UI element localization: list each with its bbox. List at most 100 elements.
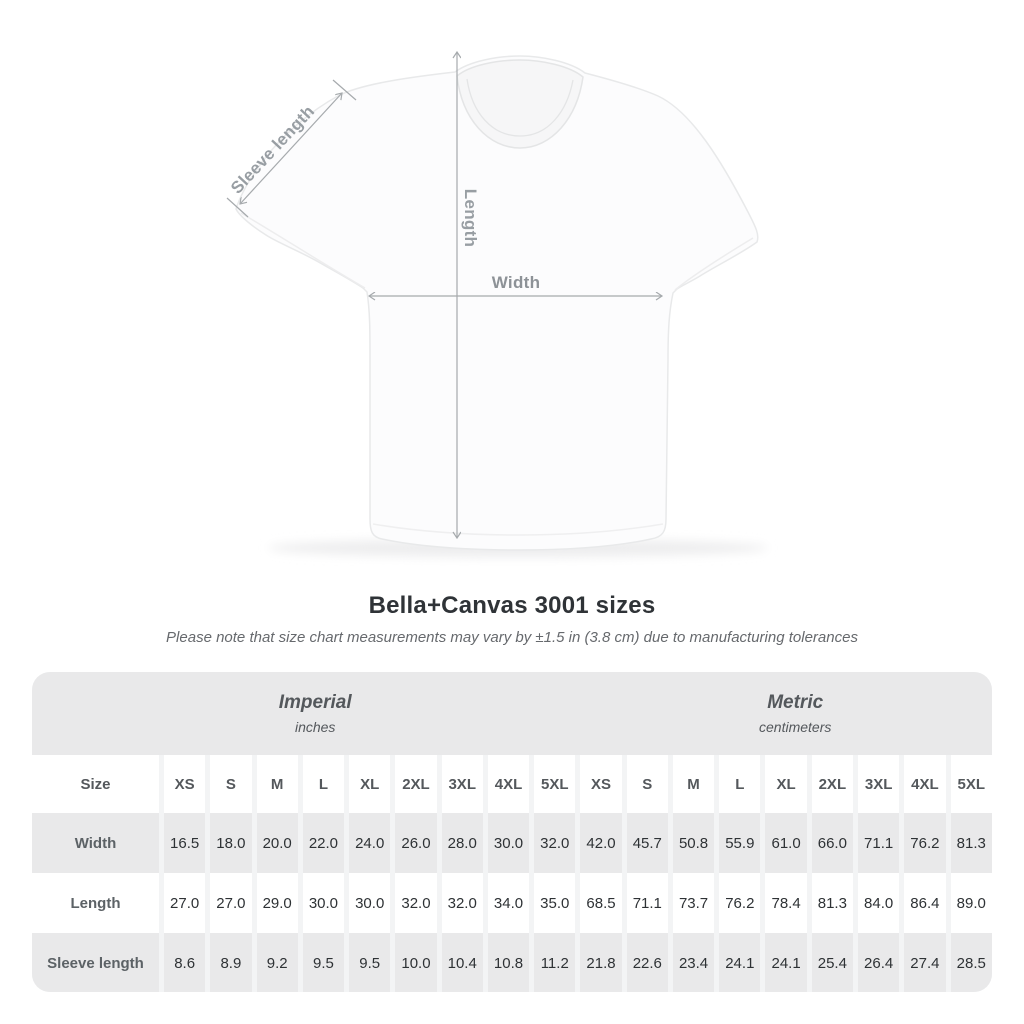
measurement-row: Sleeve length 8.6 8.9 9.2 9.5 9.5 10.0 10.4 10.8… [32, 933, 992, 992]
measurement-value: 34.0 [487, 873, 530, 933]
measurement-value: 11.2 [534, 933, 576, 992]
measurement-value: 25.4 [811, 933, 853, 992]
measurement-value: 71.1 [626, 873, 668, 933]
measurement-value: 42.0 [580, 813, 622, 873]
size-column-header: S [210, 755, 252, 813]
tshirt-illustration [226, 0, 768, 557]
measurement-value: 10.0 [395, 933, 437, 992]
measurement-value: 73.7 [672, 873, 715, 933]
measurement-value: 8.9 [210, 933, 252, 992]
measurement-value: 76.2 [904, 813, 946, 873]
size-column-header: 4XL [904, 755, 946, 813]
measurement-value: 22.0 [302, 813, 345, 873]
measurement-row: Length 27.0 27.0 29.0 30.0 30.0 32.0 32.0 34.0 35… [32, 873, 992, 933]
left-sleeve-seam [240, 212, 366, 289]
measurement-value: 21.8 [580, 933, 622, 992]
size-column-header: XL [765, 755, 807, 813]
sleeve-arrow-tick-bottom [226, 197, 249, 218]
unit-group-header: Imperial inches Metric centimeters [32, 672, 992, 755]
size-table-body: Width 16.5 18.0 20.0 22.0 24.0 26.0 28.0 30.0 32.… [32, 813, 992, 992]
measurement-value: 55.9 [719, 813, 761, 873]
measurement-value: 30.0 [487, 813, 530, 873]
measurement-value: 71.1 [857, 813, 900, 873]
size-column-header: 4XL [487, 755, 530, 813]
size-table: Size XS S M L XL 2XL 3XL 4XL 5XL XS S M L XL 2XL 3XL 4XL… [32, 755, 992, 992]
imperial-group-unit: inches [294, 719, 336, 735]
page-title: Bella+Canvas 3001 sizes [368, 592, 656, 619]
measurement-value: 27.0 [210, 873, 252, 933]
measurement-value: 86.4 [904, 873, 946, 933]
measurement-value: 76.2 [719, 873, 761, 933]
imperial-group: Imperial inches [32, 672, 598, 755]
measurement-row-label: Sleeve length [32, 933, 159, 992]
measurement-value: 9.2 [256, 933, 298, 992]
measurement-value: 10.8 [487, 933, 530, 992]
size-column-header: S [626, 755, 668, 813]
tolerance-note: Please note that size chart measurements… [166, 629, 858, 646]
title-block: Bella+Canvas 3001 sizes Please note that… [0, 592, 1024, 646]
measurement-value: 29.0 [256, 873, 298, 933]
measurement-value: 81.3 [950, 813, 992, 873]
size-column-header: L [302, 755, 345, 813]
measurement-value: 89.0 [950, 873, 992, 933]
measurement-value: 78.4 [765, 873, 807, 933]
bottom-hem-seam [372, 523, 664, 536]
measurement-value: 26.0 [395, 813, 437, 873]
size-column-header: XS [580, 755, 622, 813]
measurement-value: 24.1 [719, 933, 761, 992]
measurement-value: 10.4 [441, 933, 483, 992]
measurement-value: 50.8 [672, 813, 715, 873]
measurement-row-label: Width [32, 813, 159, 873]
shirt-collar-opening [456, 59, 584, 149]
measurement-value: 28.0 [441, 813, 483, 873]
metric-group: Metric centimeters [598, 672, 992, 755]
measurement-value: 9.5 [302, 933, 345, 992]
measurement-value: 27.4 [904, 933, 946, 992]
metric-group-unit: centimeters [759, 719, 832, 735]
length-label: Length [461, 188, 480, 248]
size-column-header: 5XL [534, 755, 576, 813]
measurement-value: 35.0 [534, 873, 576, 933]
imperial-group-label: Imperial [278, 692, 352, 713]
sleeve-arrow-tick-top [332, 79, 357, 101]
measurement-value: 9.5 [349, 933, 391, 992]
measurement-value: 66.0 [811, 813, 853, 873]
measurement-value: 27.0 [164, 873, 206, 933]
shirt-collar-rib [466, 78, 574, 137]
size-column-header: 3XL [857, 755, 900, 813]
size-chart-card: Imperial inches Metric centimeters Size … [32, 672, 992, 992]
measurement-value: 8.6 [164, 933, 206, 992]
measurement-value: 24.1 [765, 933, 807, 992]
measurement-value: 81.3 [811, 873, 853, 933]
measurement-value: 22.6 [626, 933, 668, 992]
width-label: Width [491, 273, 541, 292]
size-column-header: 3XL [441, 755, 483, 813]
measurement-value: 20.0 [256, 813, 298, 873]
measurement-value: 23.4 [672, 933, 715, 992]
measurement-row-label: Length [32, 873, 159, 933]
size-column-header: XS [164, 755, 206, 813]
measurement-value: 32.0 [534, 813, 576, 873]
measurement-value: 32.0 [441, 873, 483, 933]
measurement-value: 68.5 [580, 873, 622, 933]
measurement-value: 30.0 [349, 873, 391, 933]
measurement-value: 32.0 [395, 873, 437, 933]
measurement-value: 24.0 [349, 813, 391, 873]
measurement-value: 84.0 [857, 873, 900, 933]
size-header-row: Size XS S M L XL 2XL 3XL 4XL 5XL XS S M L XL 2XL 3XL 4XL… [32, 755, 992, 813]
measurement-value: 26.4 [857, 933, 900, 992]
size-column-header: L [719, 755, 761, 813]
size-column-header: XL [349, 755, 391, 813]
measurement-value: 18.0 [210, 813, 252, 873]
size-column-header: M [256, 755, 298, 813]
size-column-header: 5XL [950, 755, 992, 813]
size-column-header: M [672, 755, 715, 813]
tshirt-diagram: Sleeve length Length Width [226, 0, 768, 557]
measurement-value: 30.0 [302, 873, 345, 933]
metric-group-label: Metric [767, 692, 824, 713]
measurement-value: 16.5 [164, 813, 206, 873]
size-column-header: 2XL [395, 755, 437, 813]
measurement-value: 45.7 [626, 813, 668, 873]
shirt-body [235, 55, 759, 551]
